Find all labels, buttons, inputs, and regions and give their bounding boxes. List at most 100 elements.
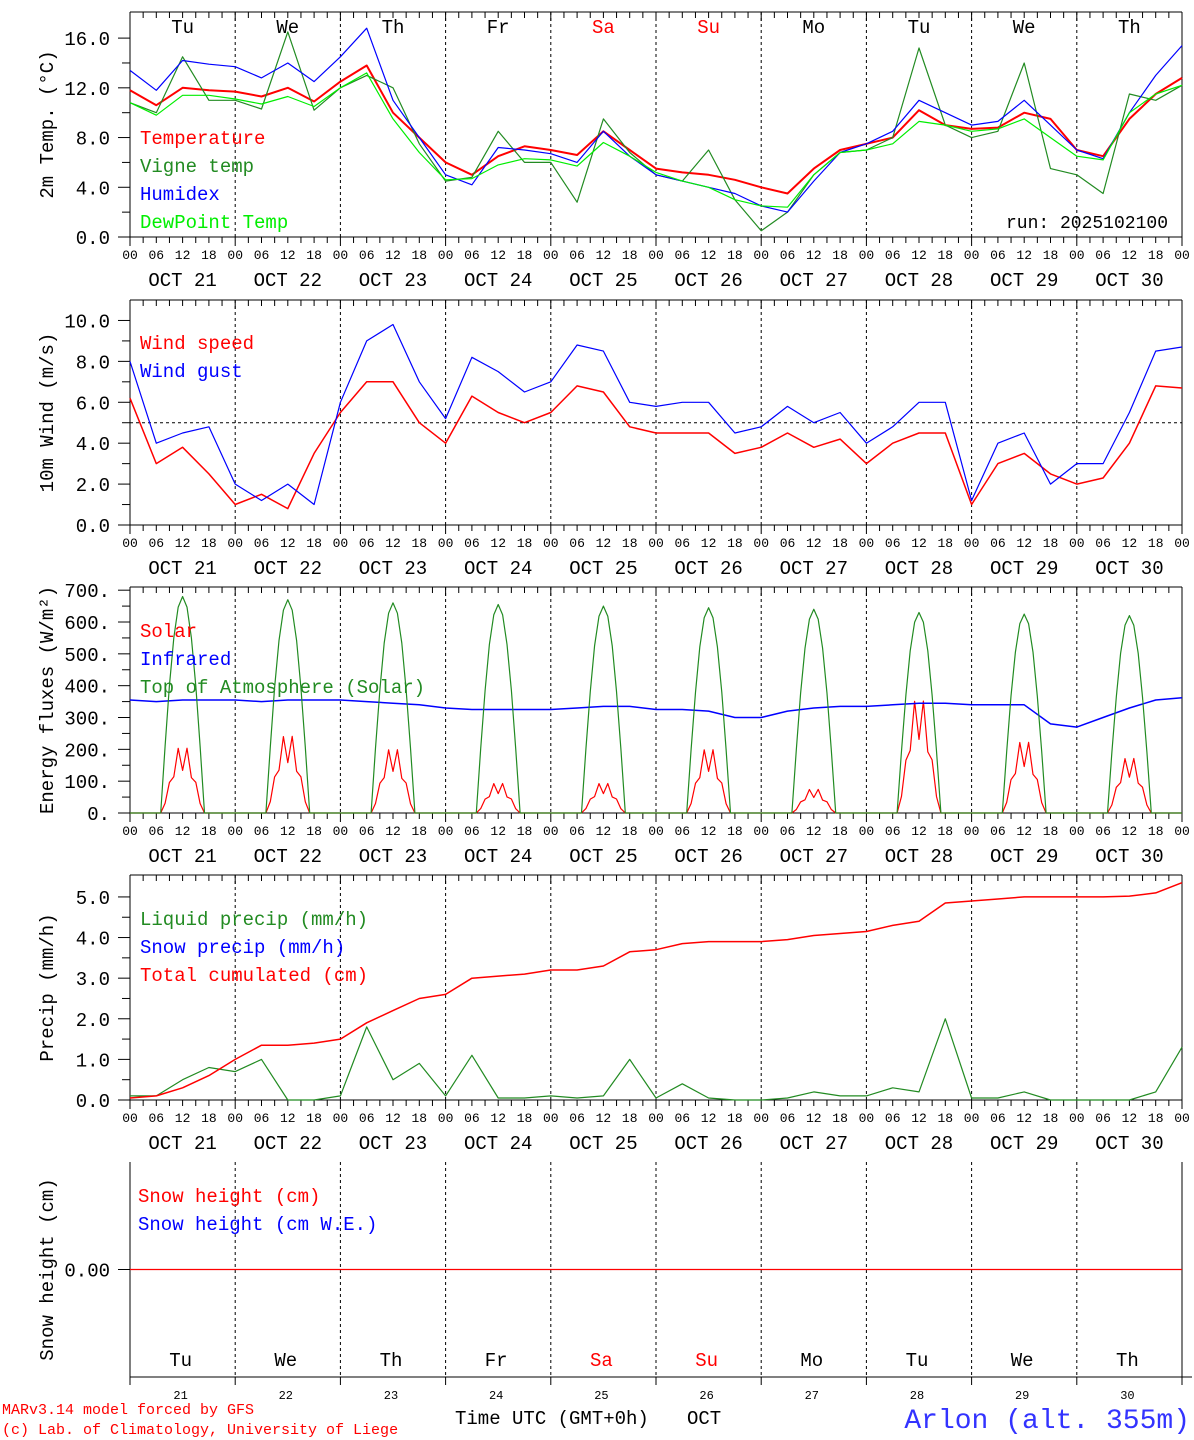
day-label: Su bbox=[695, 1350, 718, 1372]
x-tick-label: 12 bbox=[175, 248, 191, 263]
x-tick-label: 18 bbox=[517, 824, 533, 839]
x-tick-label: 12 bbox=[911, 824, 927, 839]
x-tick-label: 12 bbox=[1016, 1111, 1032, 1126]
x-tick-label: 18 bbox=[622, 248, 638, 263]
x-tick-label: 00 bbox=[1174, 1111, 1190, 1126]
x-tick-label: 00 bbox=[227, 824, 243, 839]
day-label: Fr bbox=[487, 17, 510, 39]
x-tick-label: 00 bbox=[859, 536, 875, 551]
x-tick-label: 06 bbox=[148, 1111, 164, 1126]
x-tick-label: 00 bbox=[964, 248, 980, 263]
day-label: We bbox=[276, 17, 299, 39]
x-tick-label: 00 bbox=[1069, 536, 1085, 551]
x-tick-label: 12 bbox=[490, 248, 506, 263]
legend-liquid-precip-mm-h-: Liquid precip (mm/h) bbox=[140, 909, 368, 931]
x-tick-label: 06 bbox=[780, 536, 796, 551]
x-tick-label: 00 bbox=[964, 824, 980, 839]
y-tick-label: 4.0 bbox=[76, 434, 110, 456]
date-label: OCT 25 bbox=[569, 558, 637, 580]
x-tick-label: 18 bbox=[201, 248, 217, 263]
x-axis-title: Time UTC (GMT+0h) bbox=[455, 1408, 649, 1430]
day-label: Tu bbox=[908, 17, 931, 39]
x-tick-label: 12 bbox=[806, 1111, 822, 1126]
legend-solar: Solar bbox=[140, 621, 197, 643]
x-tick-label: 00 bbox=[438, 824, 454, 839]
x-tick-label: 00 bbox=[227, 536, 243, 551]
series-line-wind-gust bbox=[129, 323, 1183, 506]
x-tick-label: 06 bbox=[990, 536, 1006, 551]
day-number: 27 bbox=[805, 1389, 819, 1403]
date-label: OCT 28 bbox=[885, 846, 953, 868]
date-label: OCT 28 bbox=[885, 270, 953, 292]
x-tick-label: 00 bbox=[859, 248, 875, 263]
x-tick-label: 00 bbox=[859, 824, 875, 839]
x-tick-label: 18 bbox=[1148, 536, 1164, 551]
y-tick-label: 0.0 bbox=[76, 516, 110, 538]
x-tick-label: 06 bbox=[464, 824, 480, 839]
date-label: OCT 23 bbox=[359, 558, 427, 580]
x-tick-label: 12 bbox=[1122, 248, 1138, 263]
series-line-humidex bbox=[129, 27, 1183, 213]
legend-snow-precip-mm-h-: Snow precip (mm/h) bbox=[140, 937, 345, 959]
day-label: Tu bbox=[169, 1350, 192, 1372]
x-tick-label: 12 bbox=[280, 824, 296, 839]
y-tick-label: 400. bbox=[64, 677, 110, 699]
date-label: OCT 24 bbox=[464, 846, 532, 868]
x-tick-label: 00 bbox=[333, 1111, 349, 1126]
x-tick-label: 06 bbox=[780, 1111, 796, 1126]
x-tick-label: 18 bbox=[1043, 248, 1059, 263]
date-label: OCT 24 bbox=[464, 270, 532, 292]
x-tick-label: 00 bbox=[753, 824, 769, 839]
day-label: Th bbox=[1116, 1350, 1139, 1372]
x-tick-label: 00 bbox=[122, 248, 138, 263]
series-line-temperature bbox=[129, 64, 1183, 195]
y-tick-label: 16.0 bbox=[64, 29, 110, 51]
x-tick-label: 12 bbox=[175, 536, 191, 551]
x-tick-label: 18 bbox=[1148, 824, 1164, 839]
legend-vigne-temp: Vigne temp bbox=[140, 156, 254, 178]
x-tick-label: 06 bbox=[780, 824, 796, 839]
x-tick-label: 18 bbox=[201, 536, 217, 551]
x-tick-label: 00 bbox=[753, 248, 769, 263]
series-line-infrared bbox=[129, 697, 1183, 728]
x-tick-label: 06 bbox=[1095, 824, 1111, 839]
date-label: OCT 29 bbox=[990, 558, 1058, 580]
x-tick-label: 00 bbox=[1174, 824, 1190, 839]
station-label: Arlon (alt. 355m) bbox=[904, 1406, 1190, 1437]
x-tick-label: 12 bbox=[175, 824, 191, 839]
date-label: OCT 21 bbox=[148, 558, 216, 580]
y-tick-label: 1.0 bbox=[76, 1050, 110, 1072]
x-tick-label: 12 bbox=[701, 248, 717, 263]
y-tick-label: 0. bbox=[87, 804, 110, 826]
x-tick-label: 12 bbox=[490, 824, 506, 839]
x-tick-label: 18 bbox=[411, 824, 427, 839]
y-axis-title: Energy fluxes (W/m²) bbox=[37, 586, 59, 814]
x-tick-label: 00 bbox=[543, 824, 559, 839]
x-tick-label: 18 bbox=[832, 248, 848, 263]
x-tick-label: 06 bbox=[254, 1111, 270, 1126]
x-tick-label: 12 bbox=[806, 536, 822, 551]
x-tick-label: 18 bbox=[411, 536, 427, 551]
x-tick-label: 18 bbox=[1043, 536, 1059, 551]
y-axis-title: 2m Temp. (°C) bbox=[37, 50, 59, 198]
x-tick-label: 00 bbox=[543, 248, 559, 263]
y-tick-label: 8.0 bbox=[76, 352, 110, 374]
x-tick-label: 06 bbox=[569, 248, 585, 263]
x-tick-label: 00 bbox=[753, 536, 769, 551]
day-number: 26 bbox=[699, 1389, 713, 1403]
x-tick-label: 18 bbox=[727, 824, 743, 839]
date-label: OCT 22 bbox=[254, 846, 322, 868]
x-tick-label: 18 bbox=[517, 536, 533, 551]
y-tick-label: 4.0 bbox=[76, 929, 110, 951]
date-label: OCT 26 bbox=[674, 558, 742, 580]
x-tick-label: 12 bbox=[911, 1111, 927, 1126]
x-tick-label: 18 bbox=[622, 536, 638, 551]
x-tick-label: 12 bbox=[175, 1111, 191, 1126]
date-label: OCT 25 bbox=[569, 846, 637, 868]
date-label: OCT 24 bbox=[464, 1133, 532, 1155]
x-tick-label: 00 bbox=[1069, 1111, 1085, 1126]
date-label: OCT 27 bbox=[780, 270, 848, 292]
month-label: OCT bbox=[687, 1408, 721, 1430]
x-tick-label: 12 bbox=[911, 536, 927, 551]
